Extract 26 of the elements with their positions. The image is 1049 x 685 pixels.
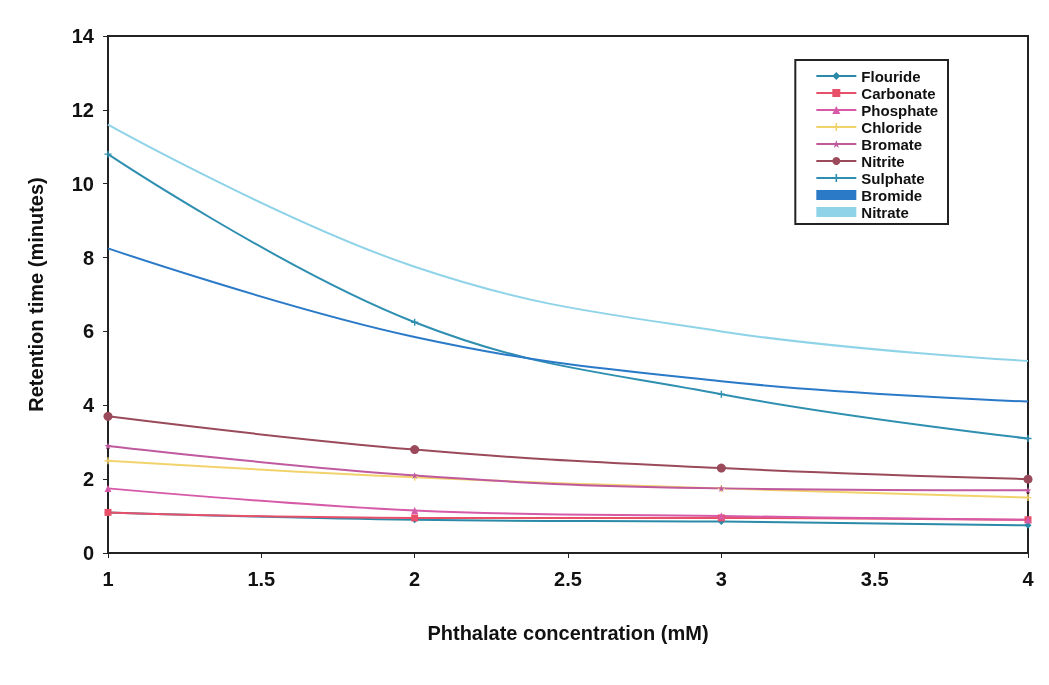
legend-label: Chloride [861,118,923,136]
x-tick-label: 2 [409,568,421,590]
x-tick-label: 3.5 [860,568,889,590]
y-tick-label: 6 [82,320,94,343]
legend-label: Bromide [861,186,923,204]
x-tick-label: 2.5 [554,568,582,590]
legend-label: Flouride [861,67,921,85]
x-tick-label: 1 [102,568,114,590]
y-tick-label: 12 [71,98,94,121]
x-tick-label: 3 [715,568,727,590]
y-tick-label: 8 [82,246,94,269]
y-tick-label: 2 [82,468,94,491]
y-axis-title: Retention time (minutes) [25,177,47,412]
x-tick-label: 4 [1022,568,1035,590]
legend-label: Sulphate [861,169,925,187]
legend-label: Nitrite [861,152,905,170]
y-tick-label: 0 [82,542,94,564]
y-tick-label: 4 [82,394,95,417]
x-tick-label: 1.5 [247,568,276,590]
y-tick-label: 14 [71,25,95,47]
legend-label: Phosphate [861,101,939,119]
legend-label: Bromate [861,135,923,153]
x-axis-title: Phthalate concentration (mM) [427,622,709,644]
legend-label: Carbonate [861,84,936,102]
y-tick-label: 10 [71,172,94,195]
legend-label: Nitrate [861,203,909,221]
